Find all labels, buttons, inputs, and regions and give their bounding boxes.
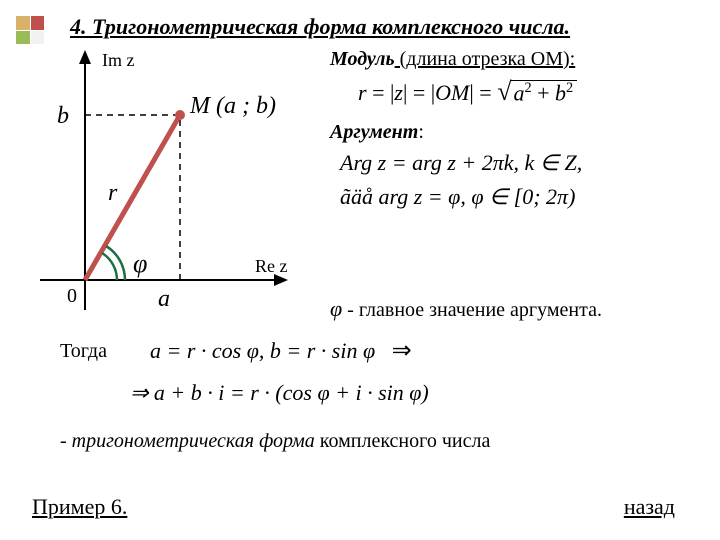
arg-formula-1: Arg z = arg z + 2πk, k ∈ Z, — [340, 150, 700, 176]
phi-symbol: φ — [330, 296, 342, 321]
phi-text: - главное значение аргумента. — [342, 299, 602, 321]
example-link[interactable]: Пример 6. — [32, 494, 127, 520]
phi-meaning: φ - главное значение аргумента. — [330, 296, 602, 322]
argument-word: Аргумент — [330, 121, 418, 143]
modulus-rest: (длина отрезка ОМ): — [395, 48, 576, 70]
svg-text:M (a ; b): M (a ; b) — [189, 93, 276, 119]
modulus-word: Модуль — [330, 48, 395, 70]
svg-text:r: r — [108, 180, 118, 206]
svg-text:a: a — [158, 286, 170, 312]
complex-plane-diagram: Im z Re z 0 a b r φ M (a ; b) — [30, 50, 290, 320]
trig-formula: ⇒ a + b · i = r · (cos φ + i · sin φ) — [130, 380, 429, 406]
svg-text:φ: φ — [133, 249, 147, 278]
slide-bullet — [16, 16, 44, 44]
trig-form-caption: - тригонометрическая форма комплексного … — [60, 430, 490, 453]
then-label: Тогда — [60, 340, 107, 363]
back-link[interactable]: назад — [624, 494, 675, 520]
argument-heading: Аргумент: — [330, 121, 700, 144]
svg-text:Im z: Im z — [102, 50, 134, 70]
implies-icon: ⇒ — [392, 338, 412, 364]
arg-formula-2: ãäå arg z = φ, φ ∈ [0; 2π) — [340, 184, 700, 210]
svg-text:0: 0 — [67, 285, 77, 307]
ab-formula: a = r · cos φ, b = r · sin φ ⇒ — [150, 336, 412, 365]
svg-text:b: b — [57, 103, 69, 129]
right-column: Модуль (длина отрезка ОМ): r = |z| = |OM… — [330, 48, 700, 224]
svg-text:Re z: Re z — [255, 256, 287, 276]
modulus-heading: Модуль (длина отрезка ОМ): — [330, 48, 700, 71]
slide-title: 4. Тригонометрическая форма комплексного… — [70, 14, 570, 40]
trig-form-italic: - тригонометрическая форма — [60, 430, 315, 452]
ab-formula-text: a = r · cos φ, b = r · sin φ — [150, 338, 375, 363]
trig-form-rest: комплексного числа — [315, 430, 491, 452]
modulus-formula: r = |z| = |OM| = √a2 + b2 — [358, 77, 700, 107]
